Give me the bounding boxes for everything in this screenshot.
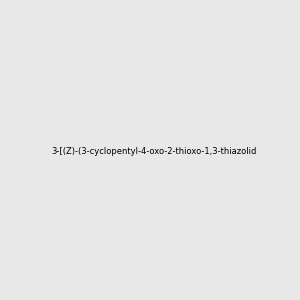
Text: 3-[(Z)-(3-cyclopentyl-4-oxo-2-thioxo-1,3-thiazolid: 3-[(Z)-(3-cyclopentyl-4-oxo-2-thioxo-1,3… <box>51 147 256 156</box>
